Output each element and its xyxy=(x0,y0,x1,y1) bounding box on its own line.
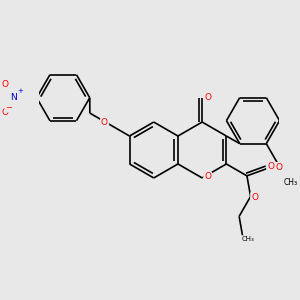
Text: O: O xyxy=(204,172,211,182)
Text: N: N xyxy=(10,93,17,102)
Text: O: O xyxy=(2,108,9,117)
Text: O: O xyxy=(101,118,108,127)
Text: CH₃: CH₃ xyxy=(242,236,254,242)
Text: O: O xyxy=(204,93,211,102)
Text: O: O xyxy=(275,163,283,172)
Text: +: + xyxy=(18,88,24,94)
Text: CH₃: CH₃ xyxy=(284,178,298,187)
Text: −: − xyxy=(5,103,12,112)
Text: O: O xyxy=(251,193,258,202)
Text: O: O xyxy=(2,80,9,89)
Text: O: O xyxy=(267,162,274,171)
